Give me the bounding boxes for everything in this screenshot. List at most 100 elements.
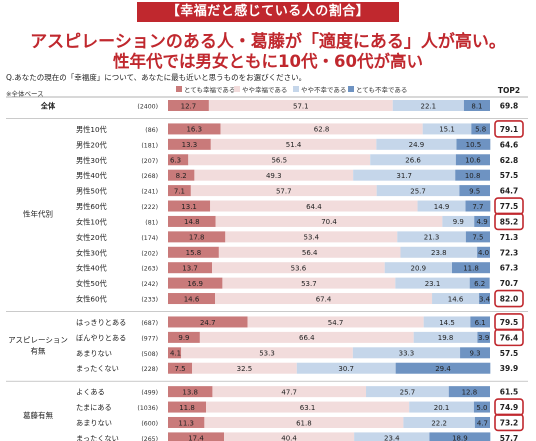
bar-segment <box>168 246 219 258</box>
legend-label: とても不幸である <box>356 86 407 94</box>
group-label: 有無 <box>31 346 46 356</box>
data-label: 3.4 <box>479 295 491 303</box>
data-label: 67.4 <box>316 295 332 303</box>
data-label: 25.7 <box>400 388 416 396</box>
data-label: 40.4 <box>281 435 297 441</box>
data-label: 6.3 <box>170 157 181 165</box>
bar-segment <box>168 123 221 135</box>
bar-segment <box>168 432 225 441</box>
bar-segment <box>470 316 490 328</box>
top2-value: 64.6 <box>500 140 519 149</box>
data-label: 5.0 <box>476 404 487 412</box>
row-n: (268) <box>141 173 158 180</box>
data-label: 9.5 <box>469 187 480 195</box>
bar-segment <box>395 362 491 374</box>
top2-value: 71.3 <box>500 233 519 242</box>
bar-segment <box>168 401 206 413</box>
bar-segment <box>352 347 461 359</box>
data-label: 10.5 <box>466 141 482 149</box>
data-label: 24.9 <box>409 141 425 149</box>
data-label: 10.6 <box>465 157 481 165</box>
bar-segment <box>474 416 490 428</box>
bar-segment <box>477 246 490 258</box>
row-label: 女性10代 <box>76 217 107 226</box>
data-label: 9.9 <box>178 334 189 342</box>
data-label: 7.1 <box>174 187 185 195</box>
bar-segment <box>409 401 474 413</box>
bar-segment <box>392 100 464 111</box>
bar-segment <box>212 262 385 274</box>
row-n: (174) <box>141 235 158 242</box>
row-n: (207) <box>141 158 158 165</box>
data-label: 5.8 <box>475 126 486 134</box>
data-label: 22.1 <box>421 102 437 110</box>
legend-swatch <box>348 86 354 92</box>
data-label: 70.4 <box>321 218 337 226</box>
bar-segment <box>395 277 470 289</box>
data-label: 19.8 <box>438 334 454 342</box>
bar-segment <box>417 200 466 212</box>
bar-segment <box>181 347 353 359</box>
row-label: 男性60代 <box>76 202 107 211</box>
data-label: 12.8 <box>462 388 478 396</box>
bar-segment <box>199 331 414 343</box>
bar-segment <box>168 185 191 197</box>
bar-segment <box>422 123 472 135</box>
bar-segment <box>463 100 490 111</box>
bar-segment <box>354 432 430 441</box>
top2-value: 72.3 <box>500 248 519 257</box>
row-n: (81) <box>145 219 158 226</box>
row-n: (977) <box>141 335 158 342</box>
headline-line1: アスピレーションのある人・葛藤が「適度にある」人が高い。 <box>30 32 506 52</box>
headline-line2: 性年代では男女ともに10代・60代が高い <box>113 52 423 71</box>
bar-segment <box>400 246 478 258</box>
data-label: 16.3 <box>186 126 202 134</box>
data-label: 54.7 <box>328 319 344 327</box>
bar-segment <box>474 215 490 227</box>
top2-value: 79.1 <box>500 125 519 134</box>
data-label: 14.8 <box>184 218 200 226</box>
row-n: (265) <box>141 436 158 441</box>
row-label: あまりない <box>76 349 112 358</box>
data-label: 49.3 <box>266 172 282 180</box>
data-label: 57.1 <box>293 102 309 110</box>
data-label: 53.3 <box>259 350 275 358</box>
legend-swatch <box>293 86 299 92</box>
bar-segment <box>168 215 216 227</box>
data-label: 61.8 <box>296 419 312 427</box>
data-label: 22.2 <box>431 419 447 427</box>
bar-segment <box>403 416 475 428</box>
row-n: (508) <box>141 351 158 358</box>
top2-value: 73.2 <box>500 418 519 427</box>
data-label: 4.0 <box>478 249 489 257</box>
row-n: (241) <box>141 189 158 196</box>
row-label: はっきりとある <box>76 318 126 327</box>
top2-value: 82.0 <box>500 295 519 304</box>
data-label: 3.9 <box>478 334 489 342</box>
bar-segment <box>465 231 490 243</box>
bar-segment <box>471 123 490 135</box>
row-label: まったくない <box>76 434 119 441</box>
top2-value: 67.3 <box>500 264 519 273</box>
row-n: (600) <box>141 420 158 427</box>
data-label: 12.7 <box>181 102 197 110</box>
data-label: 20.1 <box>434 404 450 412</box>
row-label: 女性50代 <box>76 279 107 288</box>
bar-segment <box>296 362 396 374</box>
bar-segment <box>218 246 401 258</box>
data-label: 15.1 <box>439 126 455 134</box>
bar-segment <box>465 200 491 212</box>
bar-segment <box>366 386 449 398</box>
bar-segment <box>168 138 211 150</box>
data-label: 53.6 <box>291 265 307 273</box>
top2-value: 62.8 <box>500 156 519 165</box>
data-label: 23.4 <box>384 435 400 441</box>
data-label: 31.7 <box>396 172 412 180</box>
data-label: 13.1 <box>181 203 197 211</box>
bar-segment <box>448 386 490 398</box>
bar-segment <box>442 215 475 227</box>
bar-segment <box>168 262 213 274</box>
data-label: 6.2 <box>474 280 485 288</box>
bar-segment <box>397 231 466 243</box>
